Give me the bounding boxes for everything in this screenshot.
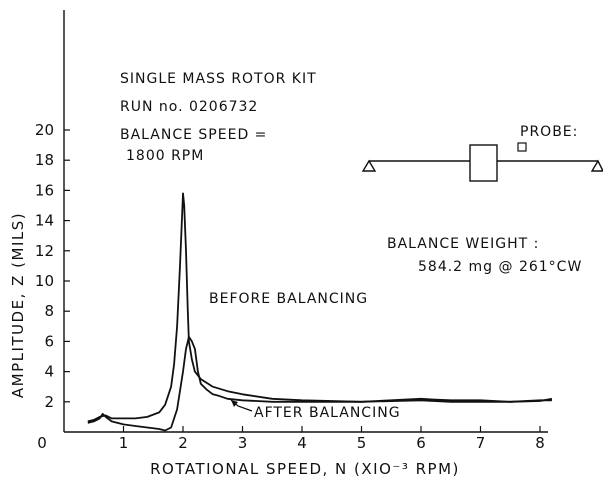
after-balancing-arrowhead bbox=[231, 400, 238, 407]
balance-speed-label: BALANCE SPEED = bbox=[120, 127, 267, 143]
y-tick-label: 16 bbox=[35, 181, 54, 199]
y-tick-label: 2 bbox=[44, 393, 54, 411]
y-tick-label: 18 bbox=[35, 151, 54, 169]
y-tick-label: 12 bbox=[35, 242, 54, 260]
balance-weight-label: BALANCE WEIGHT : bbox=[387, 236, 539, 252]
x-tick-label: 3 bbox=[238, 434, 248, 452]
x-tick-label: 2 bbox=[178, 434, 188, 452]
x-tick-label: 5 bbox=[357, 434, 367, 452]
before-balancing-label: BEFORE BALANCING bbox=[209, 291, 368, 307]
run-number-note: RUN no. 0206732 bbox=[120, 99, 258, 115]
x-tick-label: 7 bbox=[476, 434, 486, 452]
x-tick-label: 1 bbox=[119, 434, 129, 452]
y-tick-label: 10 bbox=[35, 272, 54, 290]
x-tick-label: 8 bbox=[535, 434, 545, 452]
rotor-disk bbox=[469, 144, 498, 182]
balance-weight-value: 584.2 mg @ 261°CW bbox=[418, 259, 582, 275]
after-balancing-curve bbox=[87, 335, 552, 432]
before-balancing-curve bbox=[87, 192, 553, 423]
left-bearing-support bbox=[361, 159, 377, 172]
y-tick-label: 4 bbox=[44, 363, 54, 381]
after-balancing-label: AFTER BALANCING bbox=[254, 405, 401, 421]
rotor-schematic bbox=[361, 142, 603, 182]
y-ticks: 2 4 6 8 10 12 14 16 18 20 bbox=[35, 121, 70, 411]
probe-marker bbox=[517, 142, 527, 152]
y-tick-label: 20 bbox=[35, 121, 54, 139]
y-tick-label: 6 bbox=[44, 332, 54, 350]
right-bearing-support bbox=[590, 159, 603, 172]
chart-title-note: SINGLE MASS ROTOR KIT bbox=[120, 71, 317, 87]
x-tick-label: 6 bbox=[416, 434, 426, 452]
x-tick-label: 0 bbox=[37, 434, 47, 452]
y-axis-title: AMPLITUDE, Z (MILS) bbox=[9, 212, 27, 398]
series-layer bbox=[87, 192, 553, 432]
x-axis-title: ROTATIONAL SPEED, N (XIO⁻³ RPM) bbox=[150, 460, 460, 478]
balance-speed-value: 1800 RPM bbox=[126, 148, 204, 164]
x-ticks: 0 1 2 3 4 5 6 7 8 bbox=[37, 426, 545, 452]
x-tick-label: 4 bbox=[297, 434, 307, 452]
y-tick-label: 8 bbox=[44, 302, 54, 320]
y-tick-label: 14 bbox=[35, 212, 54, 230]
probe-label: PROBE: bbox=[520, 124, 578, 140]
